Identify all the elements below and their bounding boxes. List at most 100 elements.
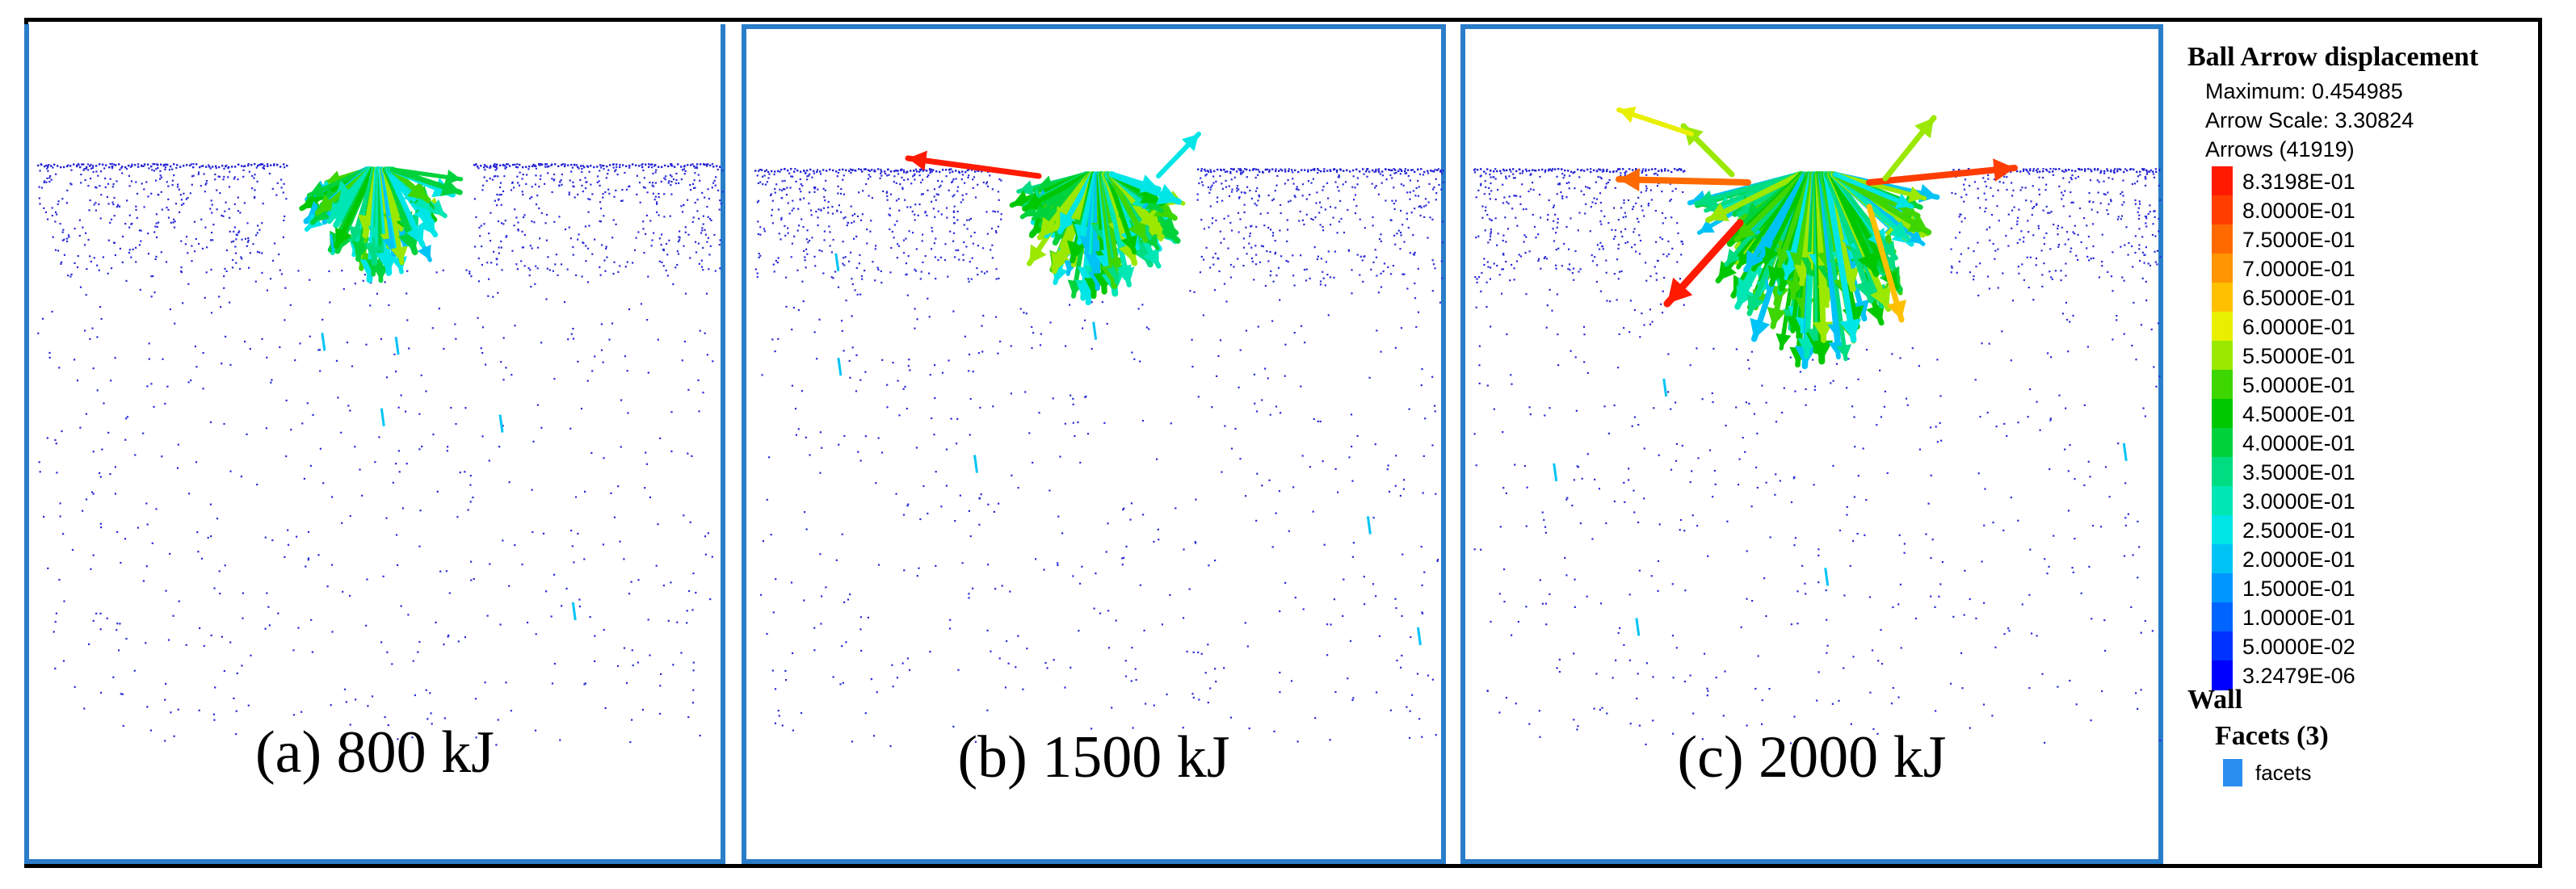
legend-swatch (2212, 312, 2233, 342)
legend-swatch (2212, 544, 2233, 574)
panel-800kj: (a) 800 kJ (24, 24, 725, 864)
legend-swatch (2212, 515, 2233, 545)
particle-streak (380, 408, 385, 427)
legend-value: 7.0000E-01 (2242, 257, 2355, 281)
legend-swatch (2212, 660, 2233, 690)
displacement-arrow (382, 167, 408, 266)
legend-swatch (2212, 224, 2233, 254)
displacement-arrow (1663, 219, 1744, 308)
particle-streak (330, 233, 335, 253)
displacement-arrow (1109, 171, 1162, 194)
displacement-arrow (1882, 115, 1937, 182)
particle-streak (571, 602, 577, 621)
displacement-arrow (334, 166, 376, 250)
legend-value: 3.0000E-01 (2242, 489, 2355, 514)
legend-swatch (2212, 602, 2233, 632)
particles (37, 163, 724, 746)
displacement-arrow (1833, 172, 1914, 209)
displacement-arrow (1823, 171, 1862, 343)
particles (754, 168, 1444, 748)
panel-2000kj: (c) 2000 kJ (1460, 24, 2163, 864)
displacement-arrow (1830, 172, 1898, 261)
particle-streak (837, 357, 843, 376)
legend-swatch (2212, 254, 2233, 283)
particle-streak (1416, 627, 1422, 646)
particle-streak (1366, 516, 1372, 535)
displacement-arrow (1694, 171, 1801, 208)
legend-swatch (2212, 195, 2233, 225)
legend-value: 4.0000E-01 (2242, 431, 2355, 455)
legend-value: 6.5000E-01 (2242, 286, 2355, 310)
particle-streak (1824, 568, 1830, 586)
displacement-arrow (1705, 171, 1804, 224)
legend-swatch (2212, 341, 2233, 371)
displacement-arrow (1616, 168, 1751, 192)
displacement-arrow (1819, 172, 1852, 362)
displacement-arrow (306, 167, 371, 198)
legend-maximum: Maximum: 0.454985 (2205, 79, 2403, 103)
legend-swatch (2212, 457, 2233, 487)
legend-title: Ball Arrow displacement (2187, 42, 2479, 72)
displacement-arrow (1107, 171, 1149, 243)
legend-value: 5.0000E-01 (2242, 373, 2355, 397)
legend-swatch (2212, 428, 2233, 458)
legend-swatch (2212, 166, 2233, 196)
particle-field-a (37, 163, 724, 746)
legend-value: 1.5000E-01 (2242, 577, 2355, 601)
particle-streak (2122, 442, 2128, 461)
panel-1500kj: (b) 1500 kJ (742, 24, 1446, 864)
displacement-arrow (1763, 172, 1811, 266)
displacement-arrow (1022, 171, 1090, 212)
legend-value: 1.0000E-01 (2242, 606, 2355, 630)
displacement-arrow (389, 166, 463, 196)
facet-label: facets (2255, 761, 2312, 785)
legend-swatch (2212, 486, 2233, 516)
legend-facets-title: Facets (3) (2215, 721, 2329, 751)
particle-streak (1553, 463, 1558, 482)
displacement-arrow (385, 166, 426, 248)
particle-streak (498, 414, 504, 433)
legend-arrows-count: Arrows (41919) (2205, 137, 2355, 161)
particle-streak (321, 333, 326, 351)
displacement-arrow (1057, 171, 1096, 235)
legend-swatch (2212, 631, 2233, 661)
caption-a: (a) 800 kJ (255, 719, 494, 786)
legend: Ball Arrow displacement Maximum: 0.45498… (2181, 32, 2536, 840)
facet-swatch (2223, 759, 2242, 786)
displacement-arrow (905, 150, 1042, 179)
displacement-arrow (1105, 172, 1138, 255)
legend-value: 3.2479E-06 (2242, 664, 2355, 688)
legend-arrow-scale: Arrow Scale: 3.30824 (2205, 108, 2414, 132)
legend-value: 3.5000E-01 (2242, 460, 2355, 484)
particle-streak (1765, 278, 1771, 296)
legend-value: 4.5000E-01 (2242, 402, 2355, 426)
legend-value: 2.5000E-01 (2242, 518, 2355, 543)
legend-swatch (2212, 370, 2233, 400)
legend-value: 2.0000E-01 (2242, 547, 2355, 572)
legend-wall: Wall (2187, 685, 2243, 715)
legend-swatch (2212, 399, 2233, 429)
particle-streak (1662, 378, 1668, 397)
legend-swatch (2212, 573, 2233, 603)
particle-field-b (754, 132, 1444, 748)
particle-streak (973, 455, 979, 473)
displacement-arrow (390, 167, 464, 185)
particle-streak (1092, 321, 1098, 340)
particle-streak (394, 336, 400, 355)
legend-value: 7.5000E-01 (2242, 228, 2355, 252)
displacement-arrow (1866, 158, 2018, 186)
particle-field-c (1473, 106, 2162, 746)
legend-value: 8.0000E-01 (2242, 199, 2355, 223)
particle-streak (834, 253, 840, 272)
caption-b: (b) 1500 kJ (957, 724, 1230, 790)
displacement-arrow (326, 166, 374, 224)
legend-value: 8.3198E-01 (2242, 170, 2355, 194)
legend-value: 5.0000E-02 (2242, 635, 2355, 659)
legend-value: 5.5000E-01 (2242, 344, 2355, 368)
legend-value: 6.0000E-01 (2242, 315, 2355, 339)
caption-c: (c) 2000 kJ (1677, 724, 1947, 790)
displacement-arrow (1866, 203, 1906, 323)
particles (1473, 168, 2162, 746)
legend-swatch (2212, 283, 2233, 312)
displacement-arrow (1156, 132, 1201, 178)
